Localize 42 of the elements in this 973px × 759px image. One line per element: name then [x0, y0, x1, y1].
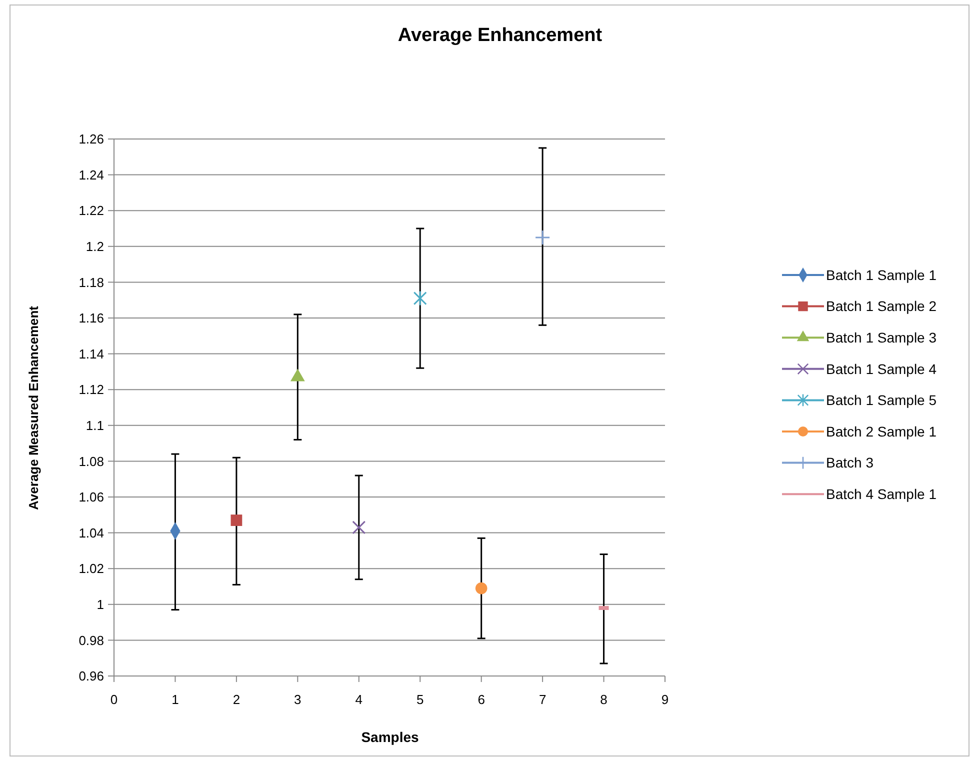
x-tick-label: 6: [478, 692, 485, 707]
legend-label: Batch 4 Sample 1: [826, 486, 937, 502]
x-tick-label: 1: [172, 692, 179, 707]
x-tick-label: 0: [110, 692, 118, 707]
y-axis-title: Average Measured Enhancement: [26, 305, 41, 510]
legend-label: Batch 1 Sample 5: [826, 392, 937, 408]
point: [413, 290, 427, 306]
y-tick-label: 1.26: [78, 132, 104, 147]
legend-label: Batch 1 Sample 2: [826, 298, 937, 314]
legend-label: Batch 2 Sample 1: [826, 423, 937, 440]
y-tick-label: 1.02: [78, 561, 104, 576]
chart-title: Average Enhancement: [398, 25, 603, 46]
y-tick-label: 1.06: [78, 490, 104, 505]
point: [230, 514, 242, 526]
y-tick-label: 1.18: [78, 274, 104, 290]
x-axis-title: Samples: [361, 729, 420, 745]
y-tick-label: 1.14: [78, 346, 104, 362]
legend-label: Batch 1 Sample 4: [826, 360, 937, 377]
x-tick-label: 3: [294, 692, 302, 707]
x-tick-label: 4: [355, 692, 363, 707]
x-tick-label: 8: [600, 692, 608, 707]
x-tick-label: 5: [416, 692, 424, 707]
y-tick-label: 0.98: [78, 632, 104, 648]
x-tick-label: 7: [538, 692, 546, 707]
y-tick-label: 0.96: [78, 668, 104, 684]
y-tick-label: 1.22: [78, 203, 104, 218]
point: [352, 520, 366, 534]
y-tick-label: 1: [96, 596, 104, 612]
point: [475, 582, 488, 594]
y-tick-label: 1.08: [78, 454, 104, 469]
x-tick-label: 2: [232, 692, 240, 707]
y-tick-label: 1.16: [78, 310, 104, 326]
y-tick-label: 1.04: [78, 525, 104, 540]
y-tick-label: 1.24: [78, 167, 104, 182]
x-tick-label: 9: [661, 692, 669, 707]
point: [534, 230, 550, 246]
legend-label: Batch 1 Sample 1: [826, 266, 937, 283]
legend-label: Batch 3: [826, 454, 874, 471]
y-tick-label: 1.12: [78, 382, 104, 398]
y-tick-label: 1.2: [86, 238, 104, 254]
y-tick-label: 1.1: [86, 418, 104, 433]
legend-label: Batch 1 Sample 3: [826, 330, 937, 346]
